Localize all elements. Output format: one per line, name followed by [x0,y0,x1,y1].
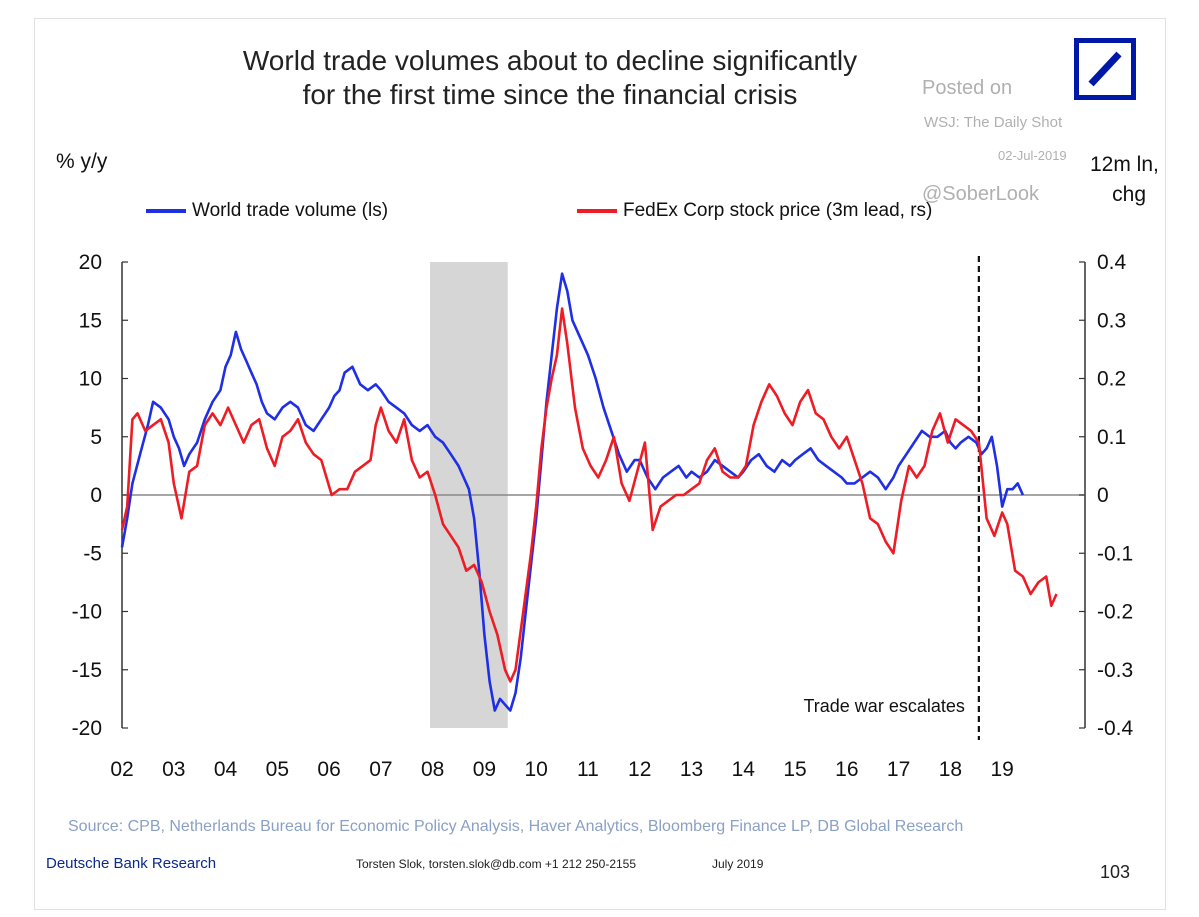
x-tick-label-7: 09 [473,758,496,781]
deutsche-bank-logo-icon [1074,38,1136,100]
source-note: Source: CPB, Netherlands Bureau for Econ… [68,818,964,835]
x-tick-label-6: 08 [421,758,444,781]
chart-title-line2: for the first time since the financial c… [302,79,798,110]
right-tick-label-3: 0.1 [1097,426,1126,449]
watermark-date: 02-Jul-2019 [998,148,1067,163]
x-tick-label-0: 02 [110,758,133,781]
right-tick-label-2: 0.2 [1097,368,1126,391]
slide-frame [34,18,1166,910]
x-tick-label-4: 06 [317,758,340,781]
legend-swatch-blue [146,209,186,213]
x-tick-label-2: 04 [214,758,238,781]
left-tick-label-8: -20 [72,717,102,740]
x-tick-label-3: 05 [266,758,289,781]
right-axis-unit: 12m ln, chg [1090,150,1159,210]
right-tick-label-7: -0.3 [1097,659,1133,682]
left-tick-label-6: -10 [72,601,102,624]
right-tick-label-0: 0.4 [1097,251,1127,274]
event-annotation: Trade war escalates [803,696,964,716]
left-tick-label-2: 10 [79,368,102,391]
right-axis-unit-line1: 12m ln, [1090,153,1159,176]
legend-item-fedex: FedEx Corp stock price (3m lead, rs) [577,200,932,222]
footer-date: July 2019 [712,857,764,871]
right-tick-label-5: -0.1 [1097,542,1133,565]
left-tick-label-1: 15 [79,309,102,332]
x-tick-label-1: 03 [162,758,185,781]
legend-swatch-red [577,209,617,213]
x-tick-label-11: 13 [680,758,703,781]
x-tick-label-16: 18 [939,758,962,781]
left-tick-label-5: -5 [83,542,102,565]
footer-contact: Torsten Slok, torsten.slok@db.com +1 212… [356,857,637,871]
legend-label-world-trade: World trade volume (ls) [192,200,389,221]
series-line-fedex [120,307,1058,683]
left-tick-label-3: 5 [90,426,102,449]
left-tick-label-7: -15 [72,659,102,682]
x-tick-label-8: 10 [525,758,548,781]
page-number: 103 [1100,862,1131,882]
chart-title-line1: World trade volumes about to decline sig… [242,45,858,76]
right-tick-label-6: -0.2 [1097,601,1133,624]
x-tick-label-15: 17 [887,758,910,781]
x-tick-label-17: 19 [990,758,1013,781]
legend-label-fedex: FedEx Corp stock price (3m lead, rs) [623,200,933,221]
right-axis-unit-line2: chg [1112,183,1146,206]
watermark-posted: Posted on [922,77,1013,99]
x-tick-label-10: 12 [628,758,651,781]
right-tick-label-4: 0 [1097,484,1109,507]
series-line-world-trade [120,272,1025,712]
watermark-source: WSJ: The Daily Shot [924,114,1063,131]
logo-slash-icon [1088,51,1122,87]
watermark-handle: @SoberLook [922,183,1040,205]
x-tick-label-14: 16 [835,758,858,781]
x-tick-label-12: 14 [732,758,756,781]
right-tick-label-1: 0.3 [1097,309,1126,332]
left-tick-label-0: 20 [79,251,102,274]
x-tick-label-13: 15 [783,758,806,781]
right-tick-label-8: -0.4 [1097,717,1134,740]
left-tick-label-4: 0 [90,484,102,507]
legend-item-world-trade: World trade volume (ls) [146,200,388,222]
footer-org: Deutsche Bank Research [46,855,217,872]
x-tick-label-9: 11 [577,758,599,781]
x-tick-label-5: 07 [369,758,392,781]
chart-title: World trade volumes about to decline sig… [150,44,950,112]
left-axis-unit: % y/y [56,150,108,173]
